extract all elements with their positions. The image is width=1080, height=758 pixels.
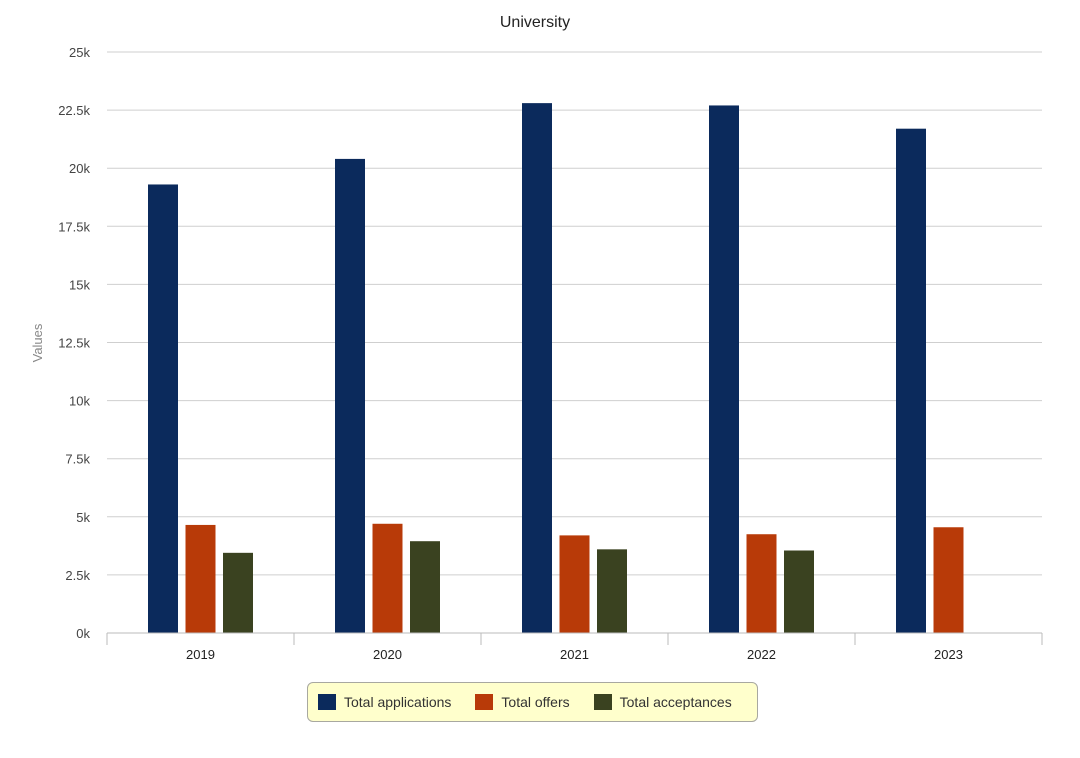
x-tick-label: 2019 [186,647,215,662]
x-tick-label: 2020 [373,647,402,662]
y-tick-label: 22.5k [58,103,90,118]
legend: Total applications Total offers Total acce… [307,682,758,722]
chart-title: University [500,14,570,31]
y-tick-label: 7.5k [65,452,90,467]
gridlines [107,51,1042,576]
legend-item-total-applications[interactable]: Total applications [318,694,451,710]
legend-label: Total applications [344,694,452,710]
legend-label: Total acceptances [619,694,732,710]
bar-total-offers-2020 [372,523,403,633]
bar-total-applications-2022 [709,105,739,633]
legend-swatch [318,694,336,710]
bar-total-applications-2019 [148,184,178,633]
bar-total-offers-2023 [933,527,964,633]
legend-swatch [475,694,494,710]
y-tick-label: 5k [76,510,90,525]
bar-total-offers-2021 [559,535,590,633]
y-tick-label: 20k [69,161,90,176]
legend-item-total-acceptances[interactable]: Total acceptances [593,694,732,710]
y-tick-label: 10k [69,394,90,409]
y-tick-label: 2.5k [65,568,90,583]
bar-total-applications-2020 [335,158,365,634]
bar-total-acceptances-2021 [597,549,627,633]
x-tick-label: 2023 [934,647,963,662]
x-tick-label: 2021 [560,647,589,662]
bar-total-applications-2021 [522,103,552,634]
legend-swatch [593,694,612,710]
y-tick-label: 25k [69,45,90,60]
y-tick-label: 0k [76,626,90,641]
bar-total-acceptances-2019 [223,552,253,633]
bar-total-acceptances-2022 [784,550,814,633]
bar-total-offers-2022 [746,534,777,633]
legend-label: Total offers [501,694,570,710]
legend-item-total-offers[interactable]: Total offers [475,694,570,710]
y-tick-label: 17.5k [58,219,90,234]
y-tick-label: 15k [69,277,90,292]
y-tick-label: 12.5k [58,336,90,351]
bar-total-acceptances-2020 [410,541,440,633]
bars [148,103,964,634]
bar-total-offers-2019 [185,524,216,633]
y-axis-label: Values [30,323,45,362]
bar-total-applications-2023 [896,128,926,633]
x-axis: 2019 2020 2021 2022 2023 [106,632,1043,662]
x-tick-label: 2022 [747,647,776,662]
y-tick-labels: 0k 2.5k 5k 7.5k 10k 12.5k 15k 17.5k 20k 22.5k 25k [58,45,90,641]
